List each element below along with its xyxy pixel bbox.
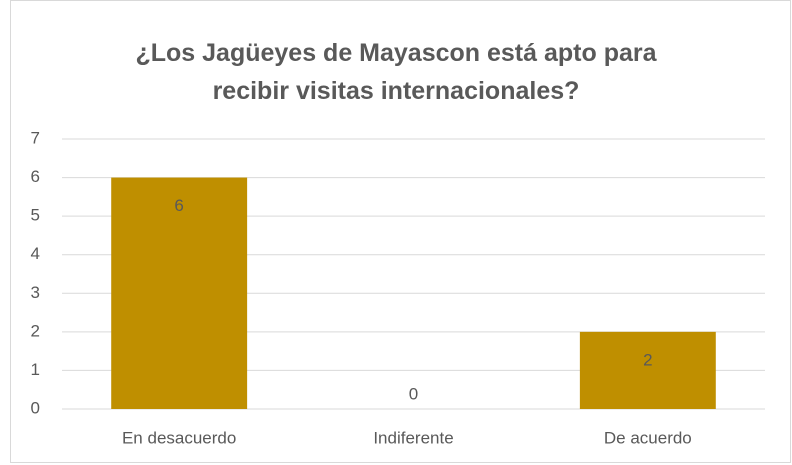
- y-tick-label: 6: [31, 167, 40, 186]
- x-tick-label: En desacuerdo: [122, 428, 236, 447]
- y-tick-label: 0: [31, 398, 40, 417]
- y-tick-label: 3: [31, 283, 40, 302]
- bar: [111, 177, 248, 409]
- x-tick-label: De acuerdo: [604, 428, 692, 447]
- chart-title: ¿Los Jagüeyes de Mayascon está apto para…: [135, 39, 657, 105]
- y-tick-label: 7: [31, 128, 40, 147]
- data-label: 0: [409, 384, 418, 403]
- y-tick-label: 1: [31, 360, 40, 379]
- y-tick-label: 4: [31, 244, 40, 263]
- x-tick-label: Indiferente: [373, 428, 453, 447]
- data-label: 6: [174, 196, 183, 215]
- bar: [579, 331, 716, 409]
- data-label: 2: [643, 350, 652, 369]
- y-tick-label: 5: [31, 206, 40, 225]
- y-tick-label: 2: [31, 321, 40, 340]
